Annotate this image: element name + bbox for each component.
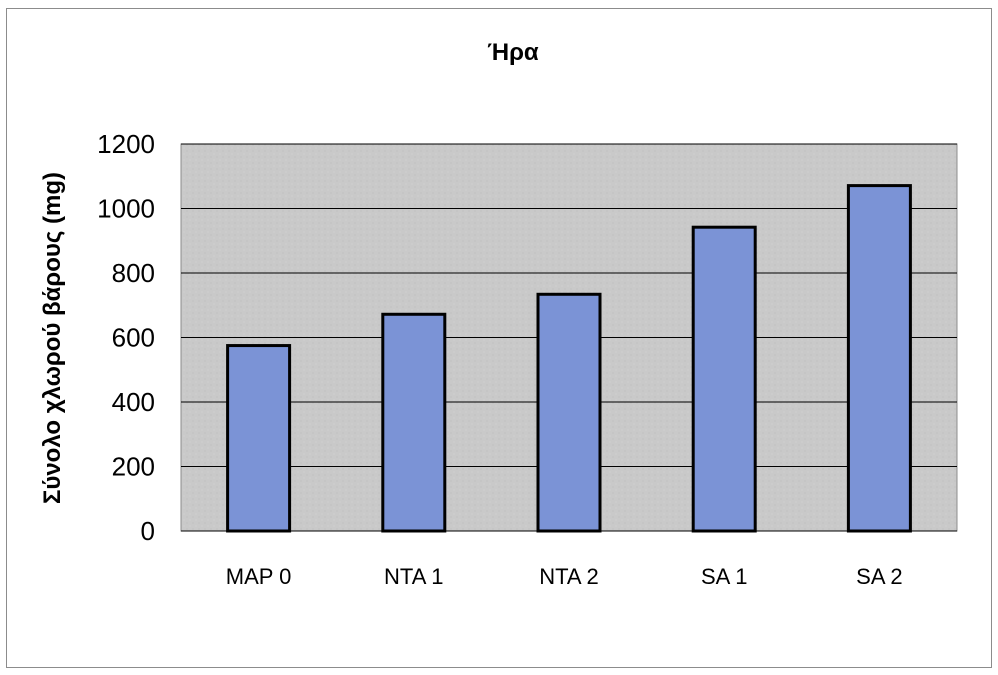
x-tick-label: SA 1 [701, 564, 747, 589]
bars [226, 184, 912, 533]
x-axis-ticks: MAP 0 NTA 1 NTA 2 SA 1 SA 2 [226, 564, 903, 589]
y-tick-label: 0 [141, 516, 155, 546]
y-tick-label: 800 [112, 258, 155, 288]
bar-sa-2 [846, 184, 912, 533]
y-axis-ticks: 0 200 400 600 800 1000 1200 [97, 129, 155, 546]
y-axis-label: Σύνολο χλωρού βάρους (mg) [39, 172, 66, 504]
y-tick-label: 200 [112, 452, 155, 482]
x-tick-label: NTA 2 [539, 564, 599, 589]
x-tick-label: MAP 0 [226, 564, 292, 589]
bar-map-0 [226, 344, 292, 533]
y-tick-label: 400 [112, 387, 155, 417]
x-tick-label: NTA 1 [384, 564, 444, 589]
y-tick-label: 1200 [97, 129, 155, 159]
x-tick-label: SA 2 [856, 564, 902, 589]
y-tick-label: 600 [112, 323, 155, 353]
chart-title: Ήρα [487, 39, 539, 66]
bar-nta-2 [536, 292, 602, 533]
bar-sa-1 [691, 225, 757, 533]
y-tick-label: 1000 [97, 194, 155, 224]
bar-nta-1 [381, 312, 447, 533]
